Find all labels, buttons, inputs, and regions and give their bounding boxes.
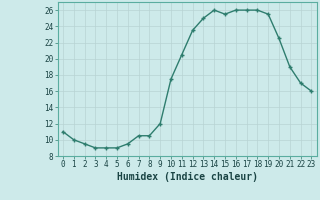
X-axis label: Humidex (Indice chaleur): Humidex (Indice chaleur): [117, 172, 258, 182]
